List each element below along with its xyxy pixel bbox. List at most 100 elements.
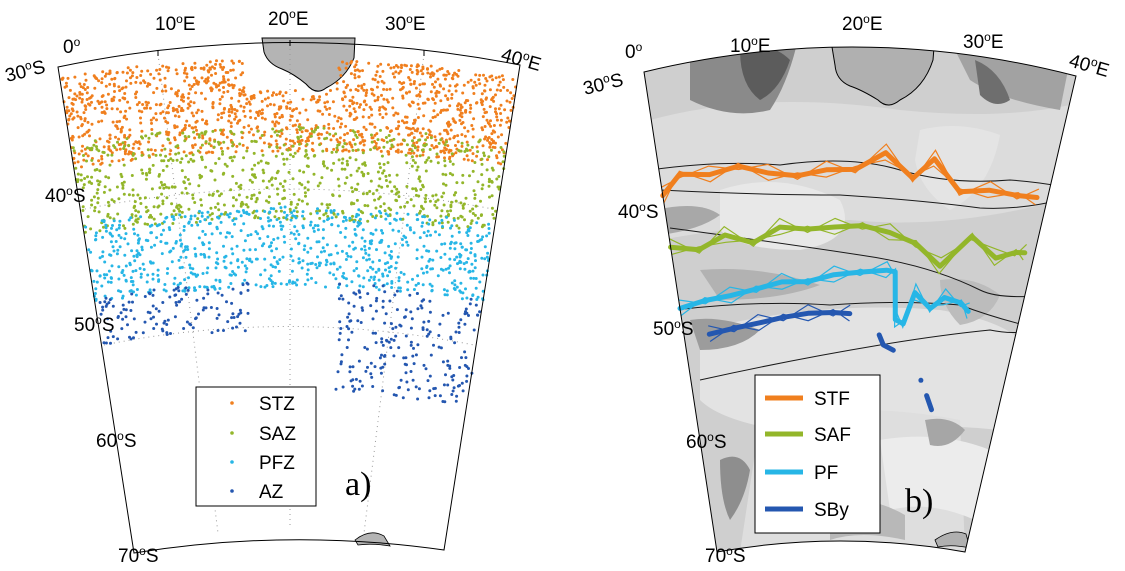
scatter-point-saz [217,157,221,161]
scatter-point-az [439,346,443,350]
scatter-point-saz [293,151,297,155]
scatter-point-stz [412,151,416,155]
scatter-point-stz [471,127,475,131]
scatter-point-saz [452,193,456,197]
scatter-point-stz [232,61,235,65]
scatter-point-stz [234,150,238,154]
scatter-point-saz [464,196,468,200]
scatter-point-az [427,319,431,323]
lat-label-b-30: 30oS [581,68,626,100]
scatter-point-stz [400,150,403,154]
scatter-point-pfz [137,238,141,242]
scatter-point-az [352,389,356,393]
scatter-point-stz [127,152,130,156]
scatter-point-saz [405,161,409,165]
scatter-point-stz [469,103,472,107]
scatter-point-saz [253,163,257,167]
scatter-point-saz [337,158,341,162]
scatter-point-pfz [201,272,205,275]
scatter-point-saz [267,200,271,204]
scatter-point-stz [400,63,403,67]
scatter-point-az [451,378,455,382]
scatter-point-stz [139,121,143,125]
scatter-point-saz [335,146,339,150]
scatter-point-pfz [369,265,372,269]
scatter-point-stz [275,93,278,97]
scatter-point-stz [153,148,157,152]
scatter-point-az [337,297,341,301]
scatter-point-az [464,356,468,360]
scatter-point-saz [122,224,125,228]
scatter-point-saz [167,159,170,162]
scatter-point-saz [134,214,138,218]
scatter-point-pfz [401,243,405,247]
scatter-point-stz [463,101,467,105]
scatter-point-stz [155,68,159,72]
scatter-point-stz [452,136,456,140]
scatter-point-stz [93,106,97,110]
scatter-point-stz [163,84,167,88]
scatter-point-pfz [181,289,185,293]
scatter-point-saz [386,184,389,188]
scatter-point-stz [291,109,295,113]
scatter-point-saz [485,168,489,172]
scatter-point-saz [219,128,223,132]
scatter-point-saz [392,137,396,141]
scatter-point-stz [357,105,361,109]
lon-label-20: 20oE [268,7,309,30]
scatter-point-stz [435,89,439,93]
scatter-point-saz [175,205,179,209]
scatter-point-stz [362,82,366,86]
scatter-point-pfz [110,226,113,230]
scatter-point-pfz [352,220,356,224]
scatter-point-saz [464,147,468,151]
scatter-point-pfz [227,215,231,219]
scatter-point-saz [351,129,355,133]
scatter-point-saz [85,159,88,163]
scatter-point-saz [306,165,310,168]
scatter-point-az [380,337,384,341]
scatter-point-pfz [463,267,467,271]
scatter-point-stz [152,91,156,95]
scatter-point-saz [414,193,418,197]
scatter-point-pfz [134,269,138,273]
scatter-point-stz [416,64,420,68]
scatter-point-stz [405,120,409,124]
scatter-point-saz [379,215,383,218]
scatter-point-pfz [187,221,191,225]
scatter-point-stz [352,107,356,111]
scatter-point-saz [137,210,140,214]
scatter-point-pfz [342,271,346,275]
scatter-point-az [468,302,472,306]
scatter-point-stz [327,113,331,116]
scatter-point-saz [121,141,125,145]
scatter-point-stz [293,89,297,93]
scatter-point-stz [344,124,348,128]
scatter-point-saz [294,206,298,210]
scatter-point-saz [140,153,144,157]
scatter-point-pfz [448,246,452,250]
scatter-point-pfz [306,250,310,254]
scatter-point-stz [335,138,339,142]
scatter-point-saz [140,168,144,172]
scatter-point-saz [122,163,126,167]
scatter-point-stz [81,144,84,148]
scatter-point-pfz [405,240,409,244]
scatter-point-saz [108,216,112,220]
scatter-point-stz [100,100,104,104]
scatter-point-pfz [313,224,317,227]
scatter-point-saz [378,195,382,199]
scatter-point-stz [73,161,77,165]
africa-landmass [261,37,356,92]
scatter-point-pfz [176,283,180,287]
scatter-point-stz [252,133,255,137]
scatter-point-stz [135,103,139,107]
scatter-point-saz [200,143,204,147]
scatter-point-stz [436,77,440,81]
scatter-point-az [101,305,105,309]
scatter-point-stz [418,90,422,94]
scatter-point-saz [90,203,94,207]
scatter-point-stz [129,76,132,80]
scatter-point-pfz [357,213,360,217]
scatter-point-saz [209,206,213,210]
